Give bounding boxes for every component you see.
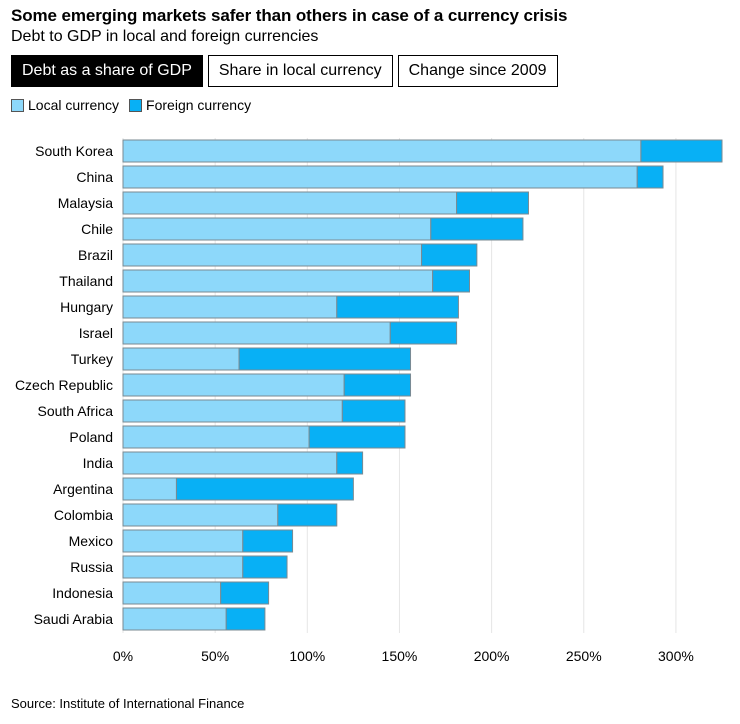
x-tick-label: 150%	[382, 648, 418, 664]
bar-local	[122, 607, 227, 631]
bar-foreign	[277, 503, 338, 527]
legend: Local currency Foreign currency	[11, 97, 261, 113]
legend-label-local: Local currency	[28, 97, 120, 113]
bar-local	[122, 191, 458, 215]
bar-foreign	[308, 425, 406, 449]
legend-label-foreign: Foreign currency	[146, 97, 252, 113]
bar-local	[122, 165, 638, 189]
bar-local	[122, 347, 240, 371]
category-label: South Africa	[38, 403, 114, 419]
x-tick-label: 100%	[289, 648, 325, 664]
bar-local	[122, 243, 423, 267]
tab-change-since-2009[interactable]: Change since 2009	[397, 55, 558, 87]
chart-subtitle: Debt to GDP in local and foreign currenc…	[11, 28, 319, 45]
category-label: Mexico	[69, 533, 114, 549]
legend-swatch-foreign	[129, 98, 143, 112]
category-label: Thailand	[59, 273, 113, 289]
category-label: Czech Republic	[15, 377, 113, 393]
bar-foreign	[220, 581, 270, 605]
category-label: Saudi Arabia	[34, 611, 114, 627]
category-label: Turkey	[71, 351, 113, 367]
view-tabs: Debt as a share of GDP Share in local cu…	[11, 55, 563, 87]
category-label: Malaysia	[58, 195, 113, 211]
bar-local	[122, 477, 177, 501]
bar-foreign	[456, 191, 529, 215]
bar-chart: 0% 50% 100% 150% 200% 250% 300% South Korea Chin…	[15, 138, 723, 664]
bar-local	[122, 295, 338, 319]
source-note: Source: Institute of International Finan…	[11, 696, 245, 711]
x-tick-label: 50%	[201, 648, 229, 664]
bar-local	[122, 581, 222, 605]
category-label: South Korea	[35, 143, 113, 159]
bar-foreign	[432, 269, 470, 293]
bar-foreign	[336, 295, 459, 319]
category-label: Israel	[79, 325, 113, 341]
bar-local	[122, 139, 642, 163]
chart-title: Some emerging markets safer than others …	[11, 6, 568, 25]
x-tick-label: 200%	[474, 648, 510, 664]
category-label: China	[76, 169, 113, 185]
legend-item-foreign: Foreign currency	[129, 97, 251, 113]
bar-foreign	[343, 373, 412, 397]
bar-foreign	[636, 165, 664, 189]
bar-foreign	[640, 139, 723, 163]
bar-local	[122, 217, 432, 241]
category-label: Hungary	[60, 299, 113, 315]
bar-foreign	[430, 217, 524, 241]
category-label: Poland	[69, 429, 113, 445]
category-label: India	[83, 455, 114, 471]
bar-local	[122, 503, 279, 527]
bar-foreign	[225, 607, 266, 631]
bar-local	[122, 529, 244, 553]
x-tick-label: 250%	[566, 648, 602, 664]
bar-foreign	[336, 451, 364, 475]
category-label: Colombia	[54, 507, 113, 523]
tab-share-local-currency[interactable]: Share in local currency	[207, 55, 393, 87]
category-label: Indonesia	[52, 585, 113, 601]
category-label: Russia	[70, 559, 113, 575]
legend-item-local: Local currency	[11, 97, 119, 113]
x-tick-label: 300%	[658, 648, 694, 664]
bar-foreign	[238, 347, 412, 371]
bar-foreign	[341, 399, 406, 423]
tab-debt-share-gdp[interactable]: Debt as a share of GDP	[11, 55, 203, 87]
category-label: Argentina	[53, 481, 113, 497]
category-label: Brazil	[78, 247, 113, 263]
legend-swatch-local	[11, 98, 24, 112]
x-tick-label: 0%	[113, 648, 133, 664]
bar-local	[122, 269, 434, 293]
bar-foreign	[242, 555, 288, 579]
bar-local	[122, 321, 391, 345]
category-label: Chile	[81, 221, 113, 237]
bar-foreign	[175, 477, 354, 501]
bar-foreign	[421, 243, 478, 267]
bar-local	[122, 451, 338, 475]
bar-local	[122, 425, 310, 449]
bar-local	[122, 373, 345, 397]
bar-foreign	[242, 529, 294, 553]
bar-foreign	[389, 321, 458, 345]
bar-local	[122, 399, 343, 423]
bar-local	[122, 555, 244, 579]
